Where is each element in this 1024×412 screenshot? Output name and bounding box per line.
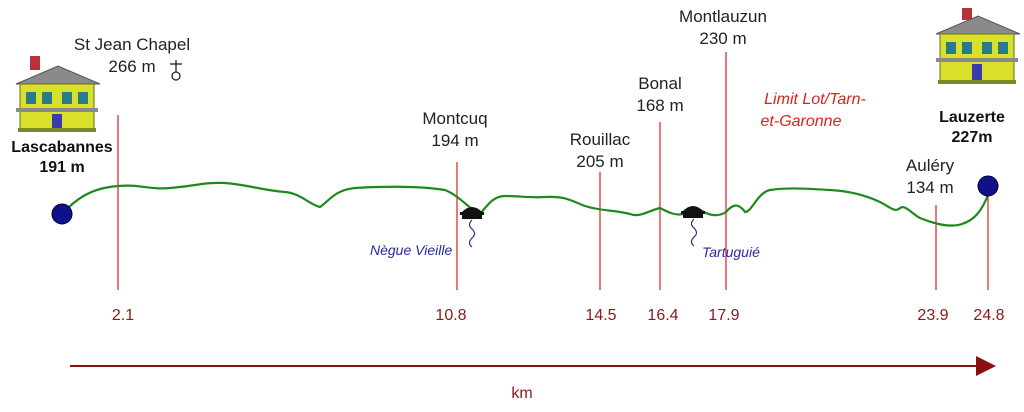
km-label: 2.1 [112,307,134,324]
waypoint-altitude: 266 m [108,57,155,76]
km-label: 23.9 [917,307,948,324]
waypoint-name: Rouillac [570,130,631,149]
elevation-profile-line [61,181,990,227]
bridge-icon [681,206,705,247]
cross-chapel-icon [170,60,182,81]
river-name: Nègue Vieille [370,242,452,258]
end-name: Lauzerte [939,109,1005,126]
waypoint-altitude: 134 m [906,178,953,197]
bridge-icon [460,207,484,248]
waypoint-name: Montlauzun [679,7,767,26]
waypoint-name: Auléry [906,156,955,175]
boundary-label: Limit Lot/Tarn- [764,91,866,108]
start-dot [51,203,73,225]
end-dot [977,175,999,197]
waypoint-name: Bonal [638,74,681,93]
end-altitude: 227m [952,129,993,146]
waypoint-name: St Jean Chapel [74,35,190,54]
km-label: 16.4 [647,307,678,324]
axis-unit-label: km [511,385,532,402]
waypoint-altitude: 230 m [699,29,746,48]
river-name: Tartuguié [702,244,760,260]
start-name: Lascabannes [11,139,112,156]
house-icon [935,8,1021,84]
km-label: 24.8 [973,307,1004,324]
waypoint-altitude: 194 m [431,131,478,150]
waypoint-altitude: 205 m [576,152,623,171]
km-label: 14.5 [585,307,616,324]
waypoint-altitude: 168 m [636,96,683,115]
km-label: 17.9 [708,307,739,324]
boundary-label: et-Garonne [761,113,842,130]
km-label: 10.8 [435,307,466,324]
house-icon [15,56,101,132]
start-altitude: 191 m [39,159,84,176]
waypoint-name: Montcuq [422,109,487,128]
